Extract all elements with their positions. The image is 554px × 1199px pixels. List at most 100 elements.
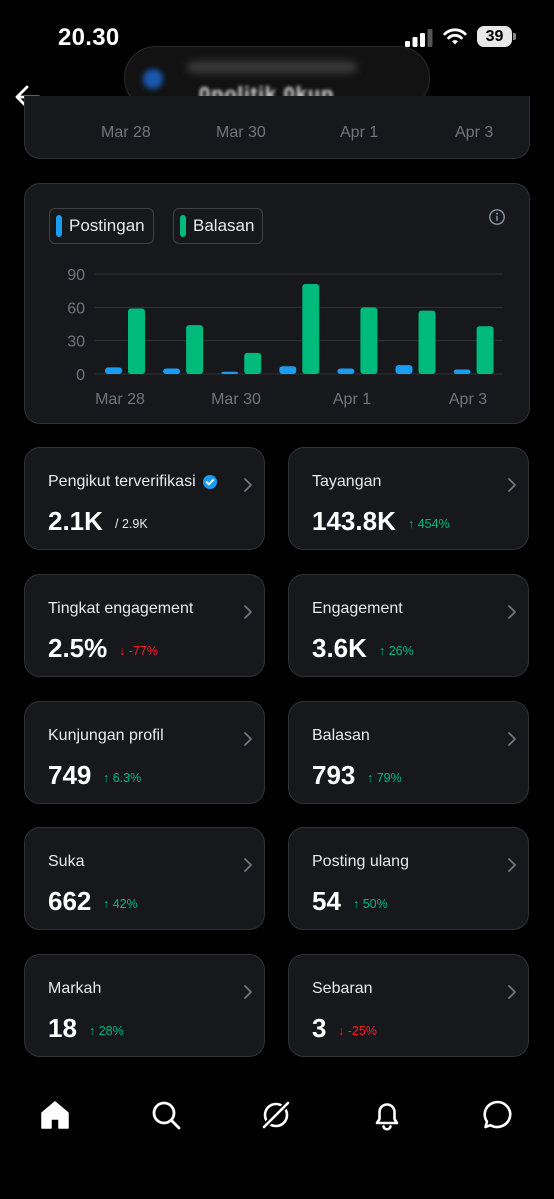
prev-x-tick: Mar 28 — [101, 124, 151, 141]
activity-chart-card: Postingan Balasan 90 60 30 0 Mar 28 Mar 30 Apr… — [24, 183, 530, 424]
stat-value: 2.1K — [48, 506, 103, 536]
bar-postingan — [453, 369, 471, 374]
stat-card[interactable]: Tingkat engagement 2.5% ↓ -77% — [24, 574, 265, 677]
bar-postingan — [105, 367, 122, 374]
stat-label: Balasan — [312, 727, 370, 744]
stat-card[interactable]: Kunjungan profil 749 ↑ 6.3% — [24, 701, 265, 804]
chevron-right-icon — [244, 732, 252, 746]
chevron-right-icon — [508, 858, 516, 872]
bar-balasan — [128, 308, 145, 374]
stat-change: ↑ 42% — [103, 897, 138, 911]
x-tick-label: Apr 1 — [333, 391, 371, 408]
stat-card[interactable]: Sebaran 3 ↓ -25% — [288, 954, 529, 1057]
legend-postingan[interactable]: Postingan — [49, 208, 154, 244]
y-tick-label: 0 — [76, 367, 85, 384]
bar-balasan — [476, 326, 494, 374]
bar-postingan — [163, 368, 181, 374]
legend-label: Postingan — [69, 216, 145, 235]
stat-value: 3.6K — [312, 633, 367, 663]
stat-label: Pengikut terverifikasi — [48, 473, 196, 490]
chevron-right-icon — [508, 732, 516, 746]
stat-label: Tayangan — [312, 473, 382, 490]
prev-x-tick: Apr 1 — [340, 124, 379, 141]
grok-icon[interactable] — [259, 1098, 293, 1132]
battery-level: 39 — [477, 26, 512, 47]
stat-change: ↓ -25% — [338, 1024, 377, 1038]
bottom-nav — [0, 1080, 554, 1152]
stat-value: 793 — [312, 760, 356, 790]
chevron-right-icon — [508, 478, 516, 492]
stat-value: 2.5% — [48, 633, 108, 663]
stat-label: Engagement — [312, 600, 403, 617]
chevron-right-icon — [508, 985, 516, 999]
stat-label: Suka — [48, 853, 85, 870]
stat-change: ↑ 50% — [353, 897, 388, 911]
legend-balasan[interactable]: Balasan — [173, 208, 264, 244]
prev-x-tick: Mar 30 — [216, 124, 266, 141]
stat-card[interactable]: Markah 18 ↑ 28% — [24, 954, 265, 1057]
stat-label: Kunjungan profil — [48, 727, 164, 744]
status-time: 20.30 — [58, 24, 120, 51]
chevron-right-icon — [508, 605, 516, 619]
status-bar: 20.30 39 — [0, 0, 554, 72]
prev-x-tick: Apr 3 — [455, 124, 494, 141]
bar-postingan — [279, 366, 297, 374]
stat-change: / 2.9K — [115, 517, 148, 531]
chevron-right-icon — [244, 605, 252, 619]
legend-swatch — [56, 215, 62, 237]
y-tick-label: 30 — [67, 334, 85, 351]
signal-icon — [405, 29, 433, 47]
chevron-right-icon — [244, 478, 252, 492]
stat-value: 3 — [312, 1013, 327, 1043]
island-app-icon — [143, 69, 163, 89]
stat-card[interactable]: Engagement 3.6K ↑ 26% — [288, 574, 529, 677]
stat-change: ↑ 6.3% — [103, 771, 142, 785]
wifi-icon — [443, 28, 467, 45]
stat-value: 54 — [312, 886, 341, 916]
chevron-right-icon — [244, 985, 252, 999]
stat-card[interactable]: Suka 662 ↑ 42% — [24, 827, 265, 930]
chevron-right-icon — [244, 858, 252, 872]
stat-value: 18 — [48, 1013, 77, 1043]
stat-change: ↑ 79% — [367, 771, 402, 785]
stat-card[interactable]: Posting ulang 54 ↑ 50% — [288, 827, 529, 930]
stat-card[interactable]: Balasan 793 ↑ 79% — [288, 701, 529, 804]
stat-change: ↑ 454% — [408, 517, 450, 531]
legend-swatch — [180, 215, 186, 237]
bar-chart: 90 60 30 0 Mar 28 Mar 30 Apr 1 Apr 3 — [67, 267, 503, 408]
stat-value: 749 — [48, 760, 92, 790]
bar-postingan — [395, 365, 413, 374]
previous-chart-card: Mar 28 Mar 30 Apr 1 Apr 3 — [24, 96, 530, 159]
stat-change: ↑ 26% — [379, 644, 414, 658]
bell-icon[interactable] — [370, 1098, 404, 1132]
info-icon[interactable] — [488, 208, 506, 226]
stat-value: 143.8K — [312, 506, 396, 536]
home-icon[interactable] — [38, 1098, 72, 1132]
stat-change: ↑ 28% — [89, 1024, 124, 1038]
bar-balasan — [244, 352, 262, 374]
stat-label: Posting ulang — [312, 853, 409, 870]
search-icon[interactable] — [149, 1098, 183, 1132]
x-tick-label: Apr 3 — [449, 391, 487, 408]
verified-badge-icon — [203, 475, 217, 489]
y-tick-label: 60 — [67, 300, 85, 317]
stat-change: ↓ -77% — [119, 644, 158, 658]
stat-card[interactable]: Pengikut terverifikasi 2.1K / 2.9K — [24, 447, 265, 550]
battery-icon: 39 — [477, 26, 517, 47]
y-tick-label: 90 — [67, 267, 85, 284]
stat-label: Markah — [48, 980, 102, 997]
messages-icon[interactable] — [481, 1098, 515, 1132]
bar-balasan — [302, 284, 320, 374]
stat-label: Sebaran — [312, 980, 373, 997]
stat-card[interactable]: Tayangan 143.8K ↑ 454% — [288, 447, 529, 550]
x-tick-label: Mar 30 — [211, 391, 261, 408]
bar-balasan — [186, 325, 204, 374]
bar-postingan — [337, 368, 355, 374]
bar-postingan — [221, 371, 239, 374]
bar-balasan — [418, 310, 436, 374]
legend-label: Balasan — [193, 216, 255, 235]
bar-balasan — [360, 307, 378, 374]
stat-label: Tingkat engagement — [48, 600, 194, 617]
x-tick-label: Mar 28 — [95, 391, 145, 408]
stat-value: 662 — [48, 886, 92, 916]
